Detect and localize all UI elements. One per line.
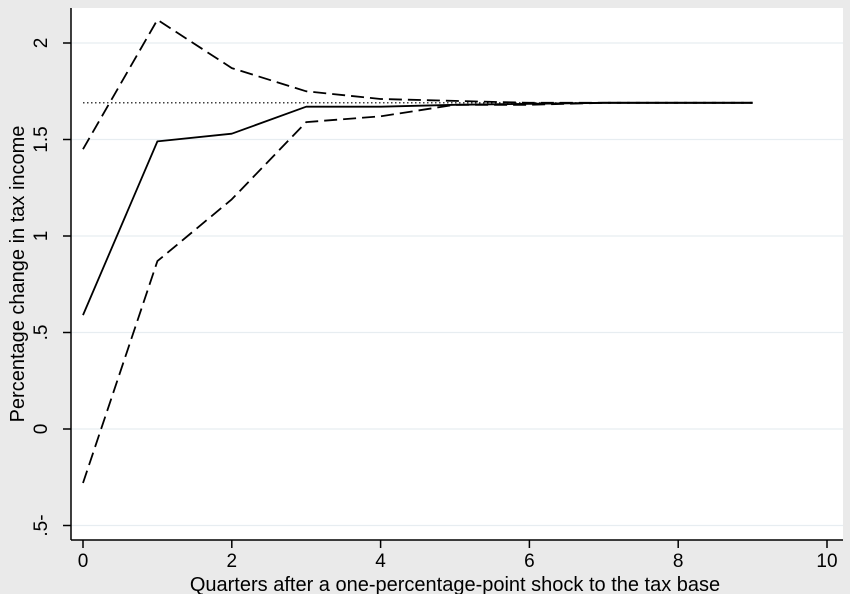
gridlines bbox=[71, 42, 843, 527]
plot-area bbox=[71, 8, 843, 540]
x-tick-label: 4 bbox=[375, 551, 386, 572]
x-axis-title: Quarters after a one-percentage-point sh… bbox=[190, 574, 720, 594]
y-tick-label: .5- bbox=[31, 514, 52, 536]
axis-ticks: .5- 0 .5 1 1.5 2 0 2 4 6 8 10 bbox=[31, 38, 838, 572]
x-tick-label: 0 bbox=[78, 551, 89, 572]
x-tick-label: 10 bbox=[816, 551, 837, 572]
y-tick-label: 1.5 bbox=[31, 126, 52, 152]
y-tick-label: 0 bbox=[31, 424, 52, 435]
x-tick-label: 8 bbox=[673, 551, 684, 572]
y-tick-label: 2 bbox=[31, 38, 52, 49]
y-tick-label: .5 bbox=[31, 325, 52, 341]
confidence-band-line bbox=[82, 18, 753, 150]
y-tick-label: 1 bbox=[31, 231, 52, 242]
x-tick-label: 6 bbox=[524, 551, 535, 572]
series-group bbox=[82, 18, 753, 484]
x-tick-label: 2 bbox=[227, 551, 238, 572]
y-axis-title: Percentage change in tax income bbox=[7, 126, 29, 423]
